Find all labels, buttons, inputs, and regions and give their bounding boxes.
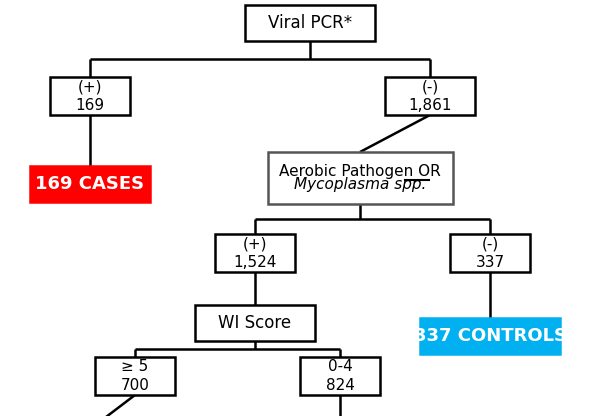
FancyBboxPatch shape <box>420 318 560 354</box>
FancyBboxPatch shape <box>450 234 530 272</box>
FancyBboxPatch shape <box>30 166 150 202</box>
FancyBboxPatch shape <box>195 305 315 341</box>
Text: (-)
1,861: (-) 1,861 <box>408 79 452 113</box>
FancyBboxPatch shape <box>95 357 175 395</box>
FancyBboxPatch shape <box>385 77 475 115</box>
Text: Aerobic Pathogen OR: Aerobic Pathogen OR <box>279 164 441 179</box>
Text: (+)
1,524: (+) 1,524 <box>233 236 277 270</box>
Text: 337 CONTROLS: 337 CONTROLS <box>413 327 566 345</box>
FancyBboxPatch shape <box>50 77 130 115</box>
FancyBboxPatch shape <box>300 357 380 395</box>
Text: Mycoplasma spp.: Mycoplasma spp. <box>294 177 426 192</box>
Text: (+)
169: (+) 169 <box>76 79 104 113</box>
Text: WI Score: WI Score <box>218 314 292 332</box>
Text: 169 CASES: 169 CASES <box>35 175 145 193</box>
Text: Viral PCR*: Viral PCR* <box>268 14 352 32</box>
Text: (-)
337: (-) 337 <box>475 236 505 270</box>
FancyBboxPatch shape <box>268 152 452 204</box>
Text: 0-4
824: 0-4 824 <box>326 359 355 393</box>
FancyBboxPatch shape <box>245 5 375 41</box>
Text: ≥ 5
700: ≥ 5 700 <box>121 359 149 393</box>
FancyBboxPatch shape <box>215 234 295 272</box>
